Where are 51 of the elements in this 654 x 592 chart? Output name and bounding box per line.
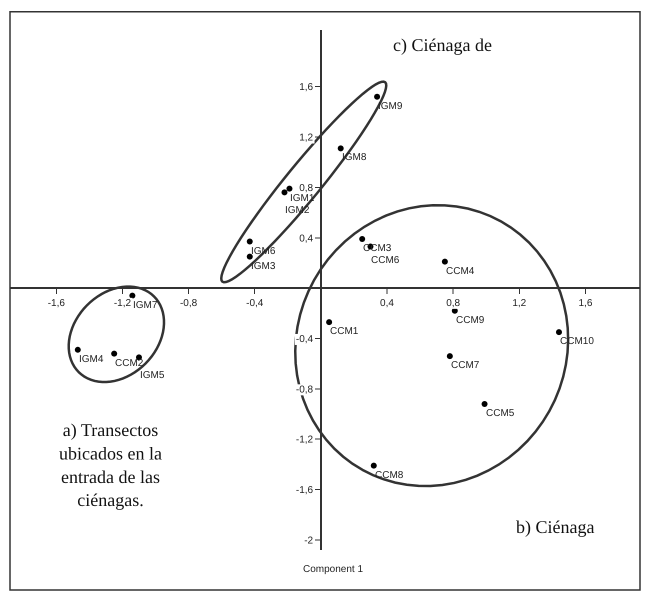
x-tick-label: 0,8	[446, 298, 461, 309]
point	[111, 350, 118, 357]
y-tick-label: -0,4	[296, 334, 314, 345]
annotation: IGM9	[378, 101, 403, 112]
point	[74, 346, 81, 353]
point	[286, 186, 292, 192]
annotation: CCM8	[375, 470, 404, 481]
y-tick-label: -1,2	[296, 434, 314, 446]
annotation: CCM1	[330, 326, 359, 337]
annotation: CCM9	[456, 315, 485, 326]
x-axis-title: Component 1	[303, 564, 364, 575]
point	[446, 353, 453, 360]
point	[281, 189, 288, 196]
y-tick-label: -1,6	[296, 485, 314, 496]
point	[246, 238, 253, 245]
annotation: IGM3	[251, 261, 276, 272]
x-tick-label: -1,2	[114, 298, 132, 309]
point	[326, 319, 332, 326]
point	[482, 400, 488, 407]
point	[129, 292, 136, 299]
annotation: IGM7	[133, 300, 158, 311]
y-tick-label: -2	[304, 535, 314, 546]
annotation: CCM3	[363, 243, 392, 254]
annotation: IGM4	[79, 354, 104, 365]
annotation: CCM5	[486, 408, 515, 419]
x-tick-label: -0,8	[180, 298, 198, 309]
annotation: b) Ciénaga	[516, 517, 594, 537]
annotation: CCM2	[115, 358, 144, 369]
annotation: CCM4	[446, 266, 475, 277]
annotation: CCM6	[371, 255, 400, 266]
y-tick-label: 0,8	[299, 182, 314, 194]
y-tick-label: 0,4	[299, 233, 314, 244]
point	[374, 94, 380, 100]
x-tick-label: 0,4	[380, 298, 394, 309]
point	[246, 254, 253, 260]
annotation: c) Ciénaga de	[393, 35, 492, 55]
point	[370, 462, 377, 469]
x-tick-label: -1,6	[48, 298, 66, 309]
annotation: a) Transectos ubicados en la entrada de las ciénagas.	[59, 420, 162, 510]
x-tick-label: -0,4	[246, 298, 264, 309]
point	[338, 145, 344, 152]
y-tick-label: 1,2	[299, 132, 314, 144]
y-tick-label: -0,8	[296, 384, 314, 396]
x-tick-label: 1,6	[578, 298, 593, 309]
point	[442, 258, 448, 265]
annotation: IGM5	[140, 370, 165, 381]
x-tick-label: 1,2	[512, 298, 527, 309]
point	[359, 236, 366, 242]
annotation: CCM7	[451, 360, 480, 371]
y-tick-label: 1,6	[299, 82, 314, 94]
point	[556, 329, 562, 336]
